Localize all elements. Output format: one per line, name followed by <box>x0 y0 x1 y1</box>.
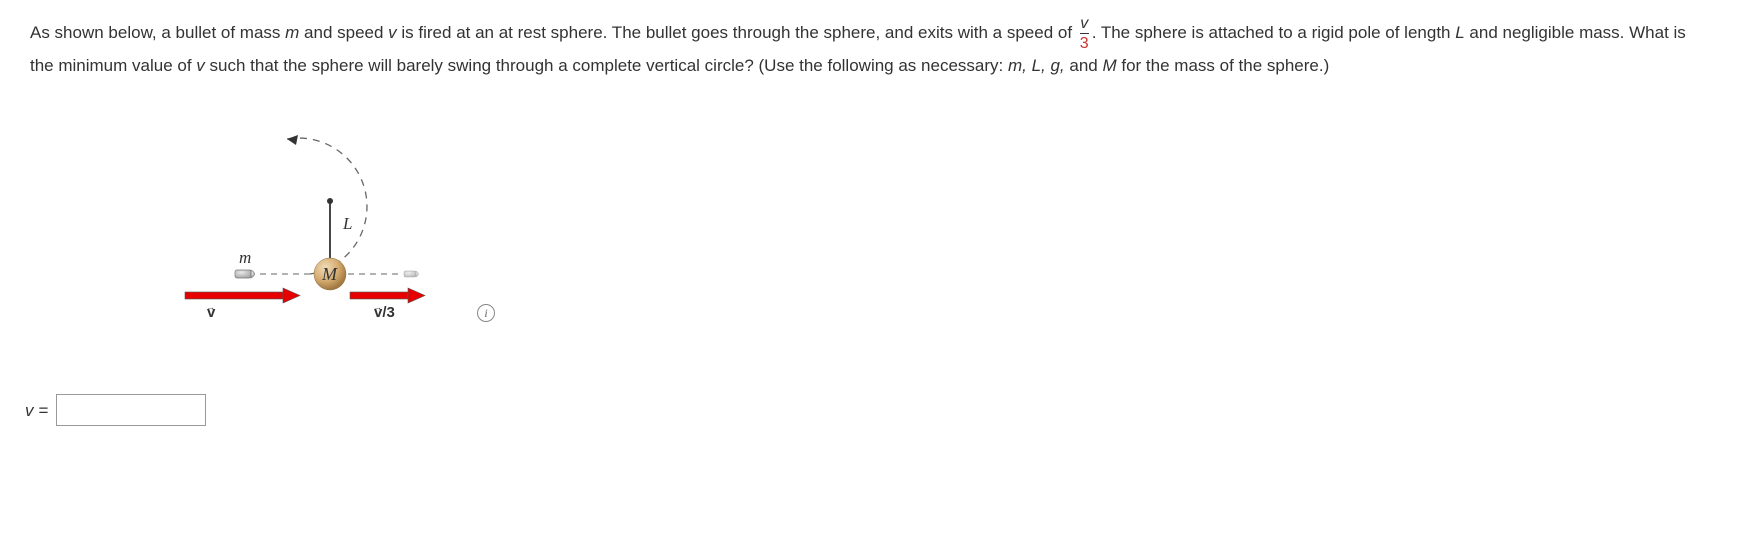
info-icon[interactable]: i <box>477 304 495 322</box>
answer-label: v = <box>25 397 48 424</box>
label-L: L <box>342 214 352 233</box>
figure-svg: L M m →v →v/3 <box>150 109 470 339</box>
answer-row: v = <box>25 394 1708 426</box>
bullet-incoming <box>235 270 255 278</box>
label-v: →v <box>206 302 216 321</box>
figure: L M m →v →v/3 <box>150 109 500 369</box>
text: such that the sphere will barely swing t… <box>205 56 1008 75</box>
bullet-exit <box>404 271 419 277</box>
fraction-denominator: 3 <box>1080 33 1089 53</box>
var-L: L <box>1455 23 1464 42</box>
var-m: m <box>285 23 299 42</box>
velocity-arrow-v3 <box>350 288 425 303</box>
label-v-over-3: →v/3 <box>373 302 395 321</box>
label-M: M <box>321 264 338 284</box>
velocity-arrow-v <box>185 288 300 303</box>
vars-list: m, L, g, <box>1008 56 1065 75</box>
text: is fired at an at rest sphere. The bulle… <box>397 23 1077 42</box>
var-v: v <box>196 56 205 75</box>
answer-input[interactable] <box>56 394 206 426</box>
fraction-v-over-3: v3 <box>1080 15 1089 52</box>
var-M: M <box>1102 56 1116 75</box>
text: As shown below, a bullet of mass <box>30 23 285 42</box>
var-v: v <box>388 23 397 42</box>
text: and speed <box>299 23 388 42</box>
fraction-numerator: v <box>1080 15 1089 33</box>
arc-path <box>287 138 367 274</box>
arc-arrowhead <box>287 135 298 145</box>
label-m: m <box>239 248 251 267</box>
text: . The sphere is attached to a rigid pole… <box>1092 23 1456 42</box>
problem-statement: As shown below, a bullet of mass m and s… <box>30 15 1708 79</box>
text: and <box>1065 56 1103 75</box>
text: for the mass of the sphere.) <box>1117 56 1330 75</box>
